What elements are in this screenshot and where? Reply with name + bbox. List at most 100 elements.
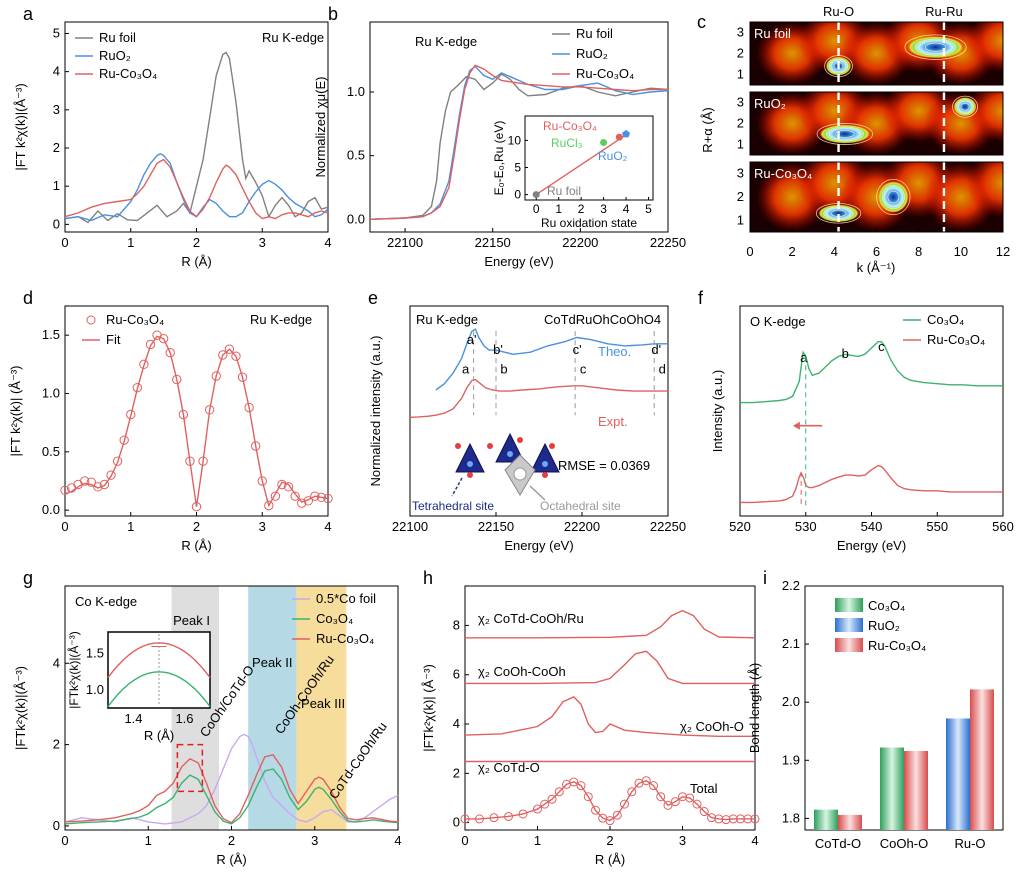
y-axis-label: |FT k²χ(k)| (Å⁻³): [8, 366, 23, 457]
panel-letter: c: [697, 12, 706, 32]
x-tick-label: 1: [555, 202, 562, 216]
peak-label: d': [651, 342, 661, 357]
x-axis-label: Energy (eV): [484, 254, 553, 269]
x-tick-label: 10: [954, 244, 968, 259]
map-hotspot: [878, 181, 909, 213]
series-line: [369, 73, 669, 220]
y-tick-label: 2: [737, 46, 744, 61]
x-tick-label: 2: [578, 202, 585, 216]
data-marker: [165, 347, 175, 358]
data-marker: [270, 491, 281, 501]
y-axis-label: |FTk²χ(k)|(Å⁻³): [66, 631, 81, 709]
contour-line: [881, 184, 905, 210]
data-marker: [112, 456, 123, 466]
x-axis-label: Energy (eV): [837, 538, 906, 553]
x-tick-label: CoTd-O: [815, 836, 861, 851]
plot-frame: [369, 21, 669, 233]
x-tick-label: 8: [915, 244, 922, 259]
tetrahedron: [530, 442, 560, 473]
data-marker: [224, 344, 235, 354]
contour-line: [825, 126, 864, 142]
data-point: [600, 139, 608, 147]
data-marker: [699, 807, 709, 817]
y-axis-label: Normalized intensity (a.u.): [368, 336, 383, 487]
rmse-label: RMSE = 0.0369: [558, 458, 650, 473]
y-tick-label: 0: [514, 188, 521, 202]
y-tick-label: 3: [737, 95, 744, 110]
data-point: [615, 133, 623, 141]
tetrahedron: [455, 442, 485, 473]
data-marker: [310, 491, 320, 501]
site-arrow: [529, 485, 546, 501]
panel-f: 520 530 540 550 560 f Energy (eV) Intensity (a.…: [698, 288, 1014, 553]
series-line: [64, 51, 329, 224]
contour-line: [816, 123, 874, 145]
x-tick-label: 0: [61, 519, 68, 534]
panel-letter: b: [328, 4, 338, 24]
point-label: RuO₂: [598, 149, 628, 163]
data-marker: [641, 776, 651, 786]
x-axis-label: Ru oxidation state: [541, 216, 637, 230]
bar: [838, 814, 862, 830]
oxygen-atom: [542, 472, 548, 478]
data-marker: [119, 435, 129, 445]
wavelet-map: [750, 162, 1003, 232]
region-label: Peak II: [252, 655, 292, 670]
fit-line: [64, 335, 329, 508]
peak-label: a: [462, 362, 470, 377]
y-tick-label: 0.5: [42, 444, 60, 459]
contour-line: [914, 38, 957, 56]
data-marker: [158, 333, 169, 344]
top-label: Ru-O: [823, 4, 854, 19]
x-tick-label: 0: [746, 244, 753, 259]
x-tick-label: 3: [259, 235, 266, 250]
data-marker: [257, 476, 267, 486]
co-atom: [467, 461, 473, 467]
x-axis-label: k (Å⁻¹): [857, 260, 896, 275]
y-tick-label: 0: [453, 815, 460, 830]
series-line: [465, 650, 755, 685]
data-marker: [316, 492, 327, 503]
y-tick-label: 6: [453, 667, 460, 682]
data-marker: [99, 479, 110, 490]
series-line: [740, 464, 1003, 504]
data-marker: [569, 777, 579, 787]
series-line: [64, 768, 399, 825]
series-line: [464, 696, 755, 737]
peak-label: a': [467, 332, 477, 347]
data-marker: [576, 781, 586, 791]
data-marker: [627, 787, 637, 797]
y-tick-label: 0: [53, 216, 60, 231]
y-tick-label: 2: [453, 765, 460, 780]
y-tick-label: 1: [737, 137, 744, 152]
y-axis-label: Normalized χμ(E): [313, 77, 328, 178]
y-axis-label: |FT k²χ(k)|(Å⁻³): [13, 83, 28, 170]
x-tick-label: 2: [606, 833, 613, 848]
legend-label: Ru foil: [576, 26, 613, 41]
panel-annotation: O K-edge: [750, 314, 806, 329]
y-tick-label: 1.0: [347, 84, 365, 99]
y-tick-label: 1: [737, 212, 744, 227]
x-tick-label: 560: [992, 519, 1014, 534]
data-marker: [277, 479, 287, 490]
data-marker: [211, 371, 221, 381]
data-marker: [106, 470, 116, 480]
x-tick-label: 4: [324, 235, 331, 250]
y-tick-label: 4: [53, 655, 60, 670]
point-label: Ru-Co₃O₄: [543, 119, 597, 133]
y-tick-label: 1: [53, 178, 60, 193]
x-tick-label: 3: [259, 519, 266, 534]
x-tick-label: 1: [145, 833, 152, 848]
data-marker: [620, 799, 629, 809]
legend-label: Ru-Co₃O₄: [576, 66, 634, 81]
legend-swatch: [835, 618, 863, 632]
x-tick-label: 3: [600, 202, 607, 216]
oxygen-atom: [517, 437, 523, 443]
legend-swatch: [835, 598, 863, 612]
panel-e: 22100 22150 22200 22250 e Energy (eV) Normaliz…: [368, 288, 686, 553]
wavelet-map: [750, 22, 1003, 85]
fit-line: [535, 132, 629, 196]
legend-label: RuO₂: [99, 48, 131, 63]
x-tick-label: 22150: [478, 519, 514, 534]
